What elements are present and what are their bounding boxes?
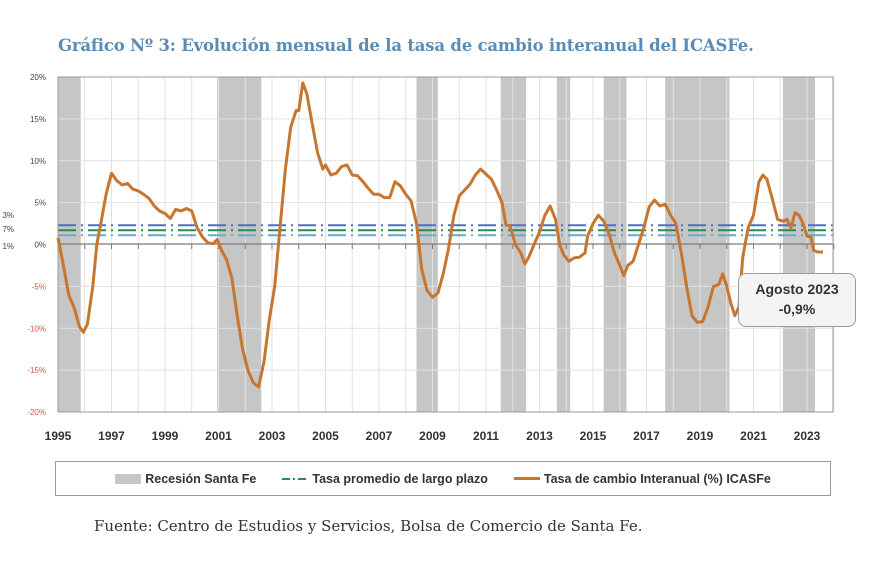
x-tick-label: 2015 [580, 429, 607, 443]
y-tick-label: 0% [34, 241, 46, 250]
legend-item-average: Tasa promedio de largo plazo [282, 472, 488, 486]
x-tick-label: 2013 [526, 429, 553, 443]
x-tick-label: 1997 [98, 429, 125, 443]
recession-swatch-icon [115, 473, 142, 484]
x-tick-label: 2011 [473, 429, 499, 443]
legend-item-rate: Tasa de cambio Interanual (%) ICASFe [513, 471, 771, 486]
y-tick-label: 20% [30, 73, 46, 82]
source-note: Fuente: Centro de Estudios y Servicios, … [94, 517, 643, 535]
average-labels: 3% 7% 1% [2, 211, 14, 251]
x-tick-label: 2007 [366, 429, 393, 443]
chart-title: Gráfico Nº 3: Evolución mensual de la ta… [58, 36, 754, 55]
y-tick-label: -10% [27, 324, 46, 333]
annotation-date: Agosto 2023 [755, 281, 839, 297]
average-swatch-icon [282, 477, 309, 480]
series-line-icasfe [56, 81, 823, 389]
x-tick-label: 1995 [45, 429, 72, 443]
x-tick-label: 2023 [794, 429, 821, 443]
x-tick-label: 2021 [740, 429, 767, 443]
average-value-label: 3% [2, 211, 14, 220]
legend-item-recession: Recesión Santa Fe [115, 472, 256, 486]
annotation-value: -0,9% [778, 301, 816, 317]
x-tick-label: 2017 [633, 429, 660, 443]
x-tick-label: 2009 [419, 429, 446, 443]
x-tick-label: 2001 [205, 429, 232, 443]
x-tick-label: 2003 [259, 429, 286, 443]
rate-swatch-icon [513, 477, 540, 480]
average-value-label: 7% [2, 225, 14, 234]
average-lines [58, 224, 833, 237]
x-tick-label: 2005 [312, 429, 339, 443]
legend-label-rate: Tasa de cambio Interanual (%) ICASFe [543, 471, 771, 486]
x-axis-ticks: 1995 1997 1999 2001 2003 2005 2007 2009 2011 2013… [45, 429, 821, 443]
legend-label-recession: Recesión Santa Fe [145, 471, 257, 486]
y-axis-ticks: 20% 15% 10% 5% 0% -5% -10% -15% -20% [27, 73, 46, 417]
legend-label-average: Tasa promedio de largo plazo [312, 471, 488, 486]
y-tick-label: 10% [30, 157, 46, 166]
y-tick-label: -5% [32, 282, 46, 291]
legend: Recesión Santa Fe Tasa promedio de largo… [55, 461, 831, 496]
x-tick-label: 1999 [152, 429, 179, 443]
line-chart: 20% 15% 10% 5% 0% -5% -10% -15% -20% 3% 7% 1% 1995… [2, 73, 835, 443]
y-tick-label: -15% [27, 366, 46, 375]
annotation-callout: Agosto 2023 -0,9% [738, 273, 856, 327]
y-tick-label: 5% [34, 199, 46, 208]
x-tick-label: 2019 [687, 429, 714, 443]
y-tick-label: 15% [30, 115, 46, 124]
y-tick-label: -20% [27, 408, 46, 417]
average-value-label: 1% [2, 242, 14, 251]
